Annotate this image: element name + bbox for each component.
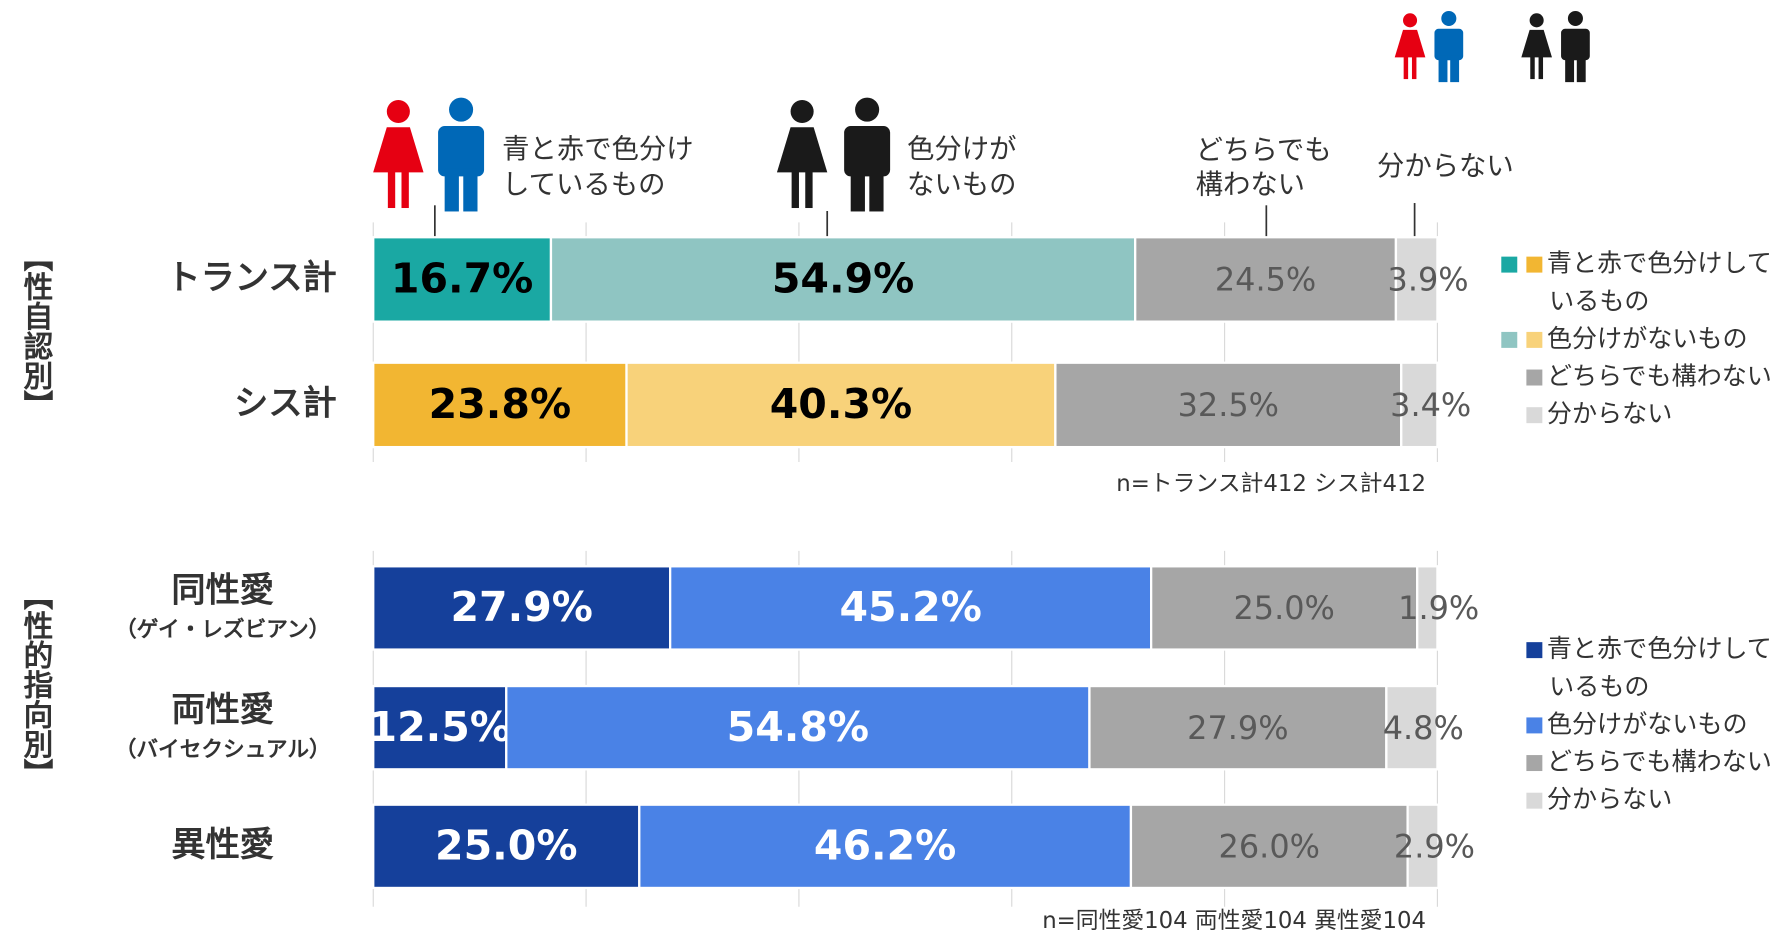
legend-label: 青と赤で色分けしているもの [1547,634,1772,701]
bar-segment [625,361,1057,449]
category-label: 両性愛 [171,690,274,730]
bar-segment [1134,236,1398,323]
annotation: 青と赤で色分け [502,134,694,165]
category-sublabel: （ゲイ・レズビアン） [115,617,330,643]
value-label: 45.2% [839,583,981,631]
category-label: 同性愛 [171,570,274,610]
annotation: 分からない [1377,151,1514,182]
icons [373,10,1590,246]
value-label: 54.9% [772,255,914,303]
bar-segment [1394,236,1439,323]
bar-segment [1088,684,1388,771]
bar-segment [549,236,1137,323]
value-label: 2.9% [1394,828,1475,866]
annotation: 色分けが [907,134,1016,165]
legend-label: 色分けがないもの [1547,324,1748,353]
legend-swatch [1526,642,1543,659]
annotation: ないもの [907,169,1016,200]
legend-swatch [1526,407,1543,424]
value-label: 27.9% [451,583,593,631]
value-label: 3.9% [1388,261,1469,299]
value-label: 1.9% [1398,589,1479,627]
legend-swatch [1501,331,1518,348]
annotation: しているもの [502,169,665,200]
value-label: 23.8% [429,380,571,428]
group-label: 【性的指向別】 [19,581,54,789]
legend-label: 分からない [1547,785,1672,814]
bar-segment [1385,684,1439,771]
category-label: シス計 [234,383,337,423]
category-sublabel: （バイセクシュアル） [115,738,331,763]
bar-segment [372,361,628,449]
value-label: 12.5% [369,703,511,751]
bar-segment [1400,361,1439,449]
legend-swatch [1526,369,1543,386]
annotation: どちらでも [1196,135,1332,166]
value-label: 32.5% [1178,386,1279,424]
bar-segment [1406,803,1440,890]
bar-segment [669,565,1153,651]
sample-note: n=トランス計412 シス計412 [1116,471,1426,497]
value-label: 27.9% [1187,709,1288,747]
value-label: 24.5% [1215,261,1316,299]
value-label: 40.3% [770,380,912,428]
legend-label: 分からない [1547,399,1672,428]
legend-swatch [1526,717,1543,734]
value-label: 4.8% [1383,709,1464,747]
legend-label: どちらでも構わない [1547,362,1772,391]
sample-note: n=同性愛104 両性愛104 異性愛104 [1042,908,1426,933]
value-label: 26.0% [1219,828,1320,866]
legend-label: 青と赤で色分けしているもの [1547,249,1772,316]
annotation: 構わない [1196,169,1305,200]
value-label: 25.0% [1233,589,1334,627]
value-label: 46.2% [814,822,956,870]
legend-swatch [1526,331,1543,348]
value-label: 54.8% [727,703,869,751]
legend-swatch [1526,755,1543,772]
category-label: 異性愛 [171,825,274,865]
bar-segment [1054,361,1403,449]
bar-segment [1129,803,1409,890]
legend-swatch [1526,256,1543,273]
legend-label: どちらでも構わない [1547,747,1772,776]
value-label: 3.4% [1390,386,1471,424]
value-label: 25.0% [435,822,577,870]
group-label: 【性自認別】 [19,242,54,420]
category-label: トランス計 [166,258,336,298]
legend-swatch [1526,792,1543,809]
bar-segment [372,565,672,651]
value-label: 16.7% [391,255,533,303]
legend-label: 色分けがないもの [1547,709,1748,738]
legend-swatch [1501,256,1518,273]
bar-segment [1416,565,1439,651]
bar-segment [1150,565,1419,651]
